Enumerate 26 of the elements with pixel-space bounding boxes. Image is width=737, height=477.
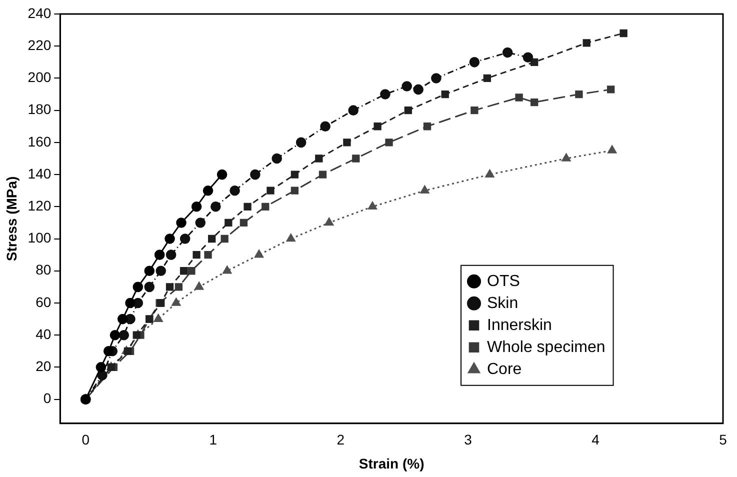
legend-label: Core (487, 360, 522, 378)
x-tick-label: 0 (82, 432, 90, 448)
x-axis-title: Strain (%) (358, 455, 424, 472)
y-tick-label: 120 (28, 198, 52, 214)
x-tick-label: 2 (336, 432, 345, 448)
y-tick-label: 80 (36, 262, 52, 278)
y-tick-label: 140 (28, 165, 52, 182)
x-tick-label: 1 (209, 432, 218, 448)
x-tick-label: 4 (592, 432, 600, 448)
y-tick-label: 160 (28, 133, 52, 150)
legend-label: OTS (487, 272, 520, 290)
y-tick-label: 60 (36, 294, 52, 310)
x-tick-label: 3 (464, 432, 472, 448)
y-tick-label: 20 (36, 358, 52, 374)
y-tick-label: 200 (28, 69, 52, 86)
y-tick-label: 220 (28, 36, 52, 53)
y-tick-label: 40 (36, 326, 52, 342)
legend-label: Whole specimen (487, 338, 606, 356)
y-axis-title: Stress (MPa) (3, 176, 20, 262)
legend-label: Innerskin (487, 316, 552, 334)
y-tick-label: 180 (28, 101, 52, 118)
y-tick-label: 240 (28, 4, 52, 21)
x-tick-label: 5 (719, 432, 728, 448)
y-tick-label: 100 (28, 230, 52, 246)
legend-label: Skin (487, 294, 518, 312)
y-tick-label: 0 (43, 390, 52, 406)
